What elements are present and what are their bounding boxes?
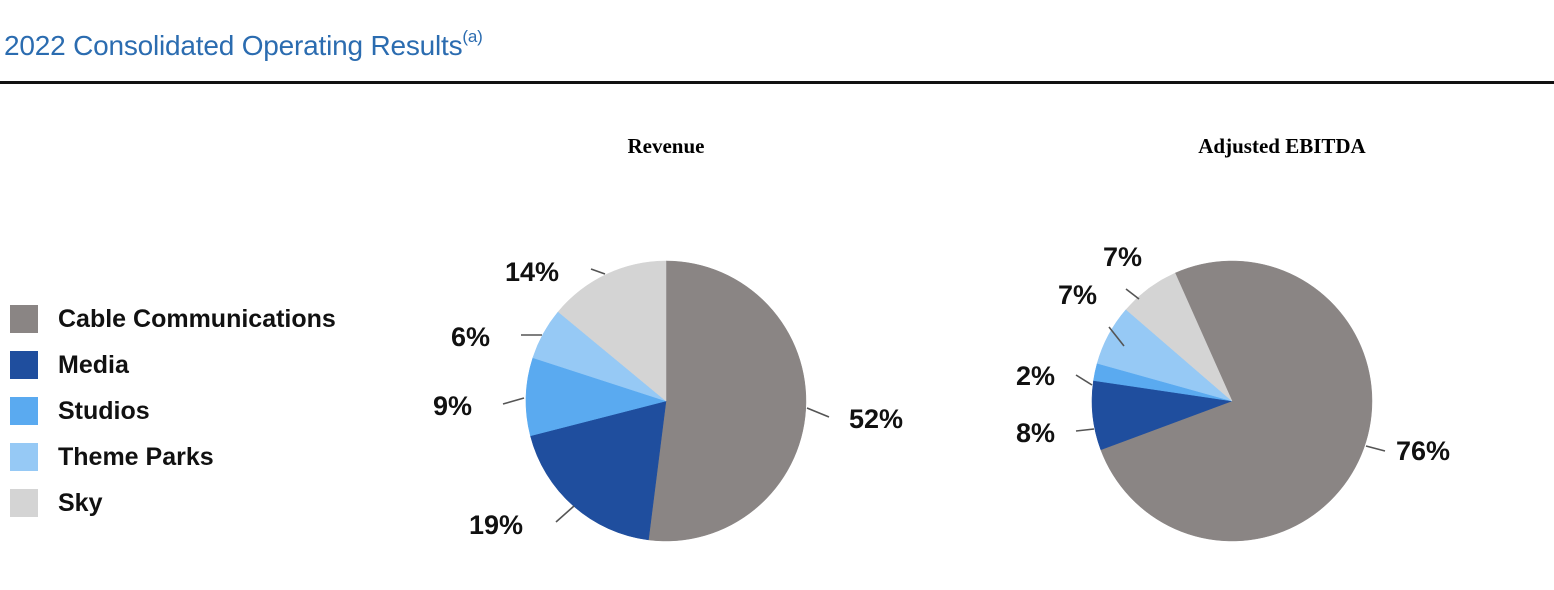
legend-label: Sky [58, 488, 103, 517]
data-label: 9% [433, 391, 472, 421]
data-label: 52% [849, 404, 903, 434]
leader-line [1075, 374, 1093, 386]
leader-line [1125, 288, 1140, 300]
legend-item: Theme Parks [10, 434, 390, 480]
leader-line [555, 505, 575, 523]
page-title-footnote-marker: (a) [462, 26, 483, 46]
leader-line [502, 397, 525, 405]
chart-title: Revenue [628, 134, 705, 158]
data-label: 14% [505, 257, 559, 287]
legend-swatch [10, 351, 38, 379]
legend-item: Cable Communications [10, 296, 390, 342]
legend-swatch [10, 397, 38, 425]
pie-chart-adjusted-ebitda: Adjusted EBITDA 76% 8% 2% 7%7% [1016, 134, 1450, 542]
chart-title: Adjusted EBITDA [1198, 134, 1366, 158]
legend-swatch [10, 305, 38, 333]
data-label: 7% [1058, 280, 1097, 310]
page-title: 2022 Consolidated Operating Results(a) [4, 26, 483, 62]
pie-slice [557, 260, 667, 402]
data-label: 2% [1016, 361, 1055, 391]
data-label: 19% [469, 510, 523, 540]
legend-swatch [10, 443, 38, 471]
pie-slice [525, 357, 667, 437]
legend-label: Theme Parks [58, 442, 214, 471]
data-label: 8% [1016, 418, 1055, 448]
legend-item: Media [10, 342, 390, 388]
leader-line [590, 268, 606, 275]
data-label: 6% [451, 322, 490, 352]
leader-line [1365, 445, 1386, 452]
page-title-text: 2022 Consolidated Operating Results [4, 30, 463, 61]
legend-label: Media [58, 350, 129, 379]
pie-slice [648, 260, 807, 542]
leader-line [1108, 326, 1125, 347]
title-divider [0, 81, 1554, 84]
leader-line [1075, 428, 1095, 432]
legend-item: Studios [10, 388, 390, 434]
leader-line [806, 407, 830, 418]
legend-label: Studios [58, 396, 150, 425]
pie-slice [1125, 272, 1233, 402]
pie-chart-revenue: Revenue 52% 19% 9% 6% 14% [433, 134, 903, 542]
legend-label: Cable Communications [58, 304, 336, 333]
chart-legend: Cable Communications Media Studios Theme Pa… [10, 296, 390, 526]
legend-item: Sky [10, 480, 390, 526]
data-label: 7% [1103, 242, 1142, 272]
data-label: 76% [1396, 436, 1450, 466]
pie-slice [1100, 260, 1373, 542]
legend-swatch [10, 489, 38, 517]
